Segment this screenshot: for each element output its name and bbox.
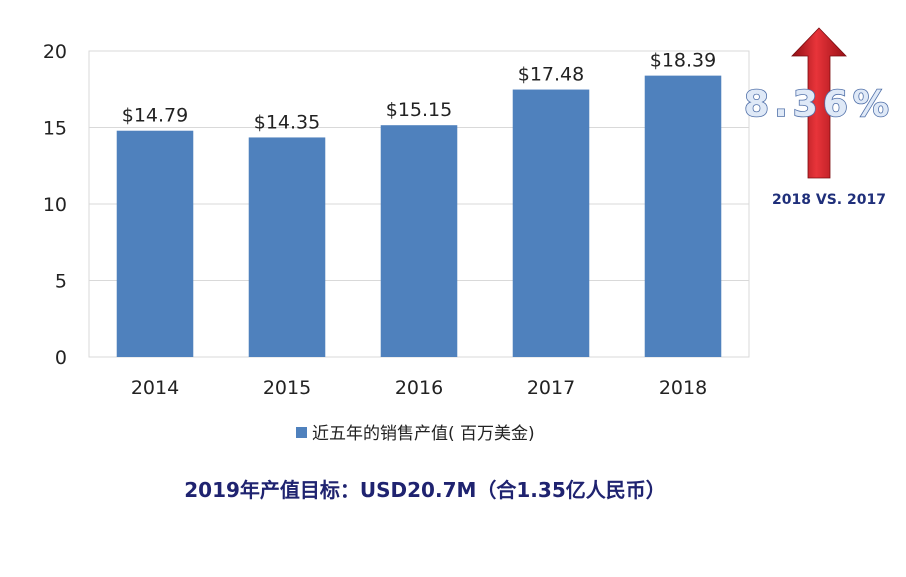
data-label: $15.15 [386,99,452,121]
y-tick-label: 5 [55,271,67,293]
data-label: $14.79 [122,105,188,127]
data-labels: $14.79 $14.35 $15.15 $17.48 $18.39 [122,50,716,134]
bar [381,125,458,357]
data-label: $18.39 [650,50,716,72]
growth-callout: 8.36% 2018 VS. 2017 [744,28,894,208]
y-axis: 0 5 10 15 20 [43,41,67,369]
y-tick-label: 20 [43,41,67,63]
data-label: $14.35 [254,111,320,133]
x-tick-label: 2014 [131,377,179,399]
legend: 近五年的销售产值( 百万美金) [296,424,535,444]
y-tick-label: 0 [55,347,67,369]
bar [117,131,194,357]
y-tick-label: 10 [43,194,67,216]
y-tick-label: 15 [43,118,67,140]
legend-swatch [296,427,307,438]
x-tick-label: 2018 [659,377,707,399]
comparison-label: 2018 VS. 2017 [772,192,886,208]
bar [249,137,326,357]
growth-percentage: 8.36% [744,84,894,125]
production-target: 2019年产值目标：USD20.7M（合1.35亿人民币） [0,474,850,503]
x-axis: 2014 2015 2016 2017 2018 [131,377,707,399]
bar [513,90,590,357]
x-tick-label: 2016 [395,377,443,399]
x-tick-label: 2015 [263,377,311,399]
data-label: $17.48 [518,64,584,86]
x-tick-label: 2017 [527,377,575,399]
legend-label: 近五年的销售产值( 百万美金) [312,424,535,444]
bar [645,76,722,357]
